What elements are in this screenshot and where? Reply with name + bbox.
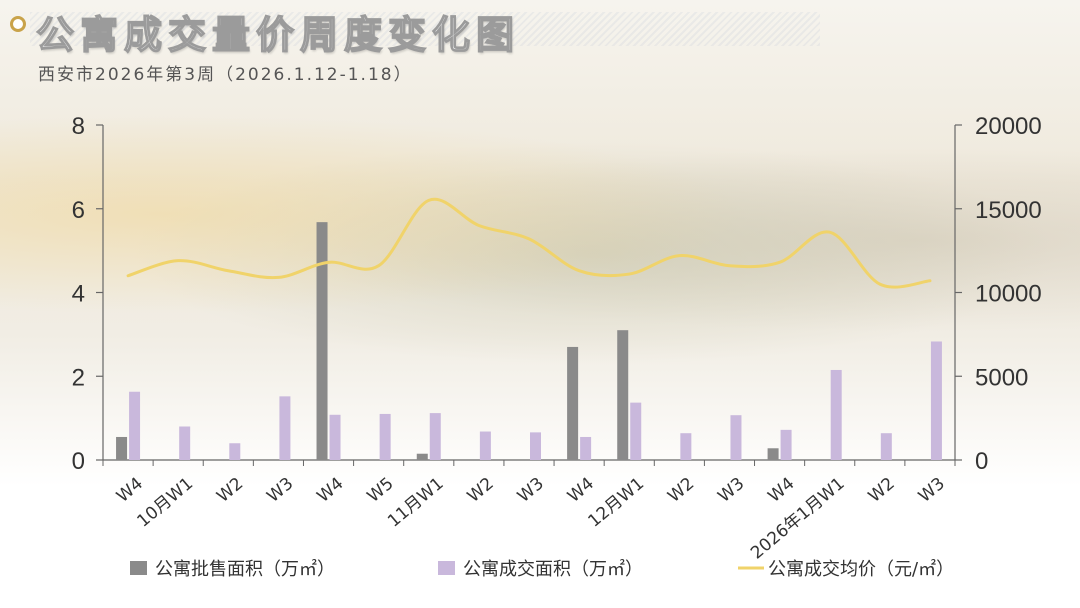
legend-label: 公寓成交均价（元/㎡）: [768, 558, 954, 580]
x-tick-label: W4: [113, 474, 147, 507]
x-tick-label: 10月W1: [133, 474, 197, 532]
deal-area-bar: [930, 341, 942, 460]
x-tick-label: W4: [764, 474, 798, 507]
supply-area-bar: [316, 222, 328, 460]
deal-area-bar: [880, 433, 892, 460]
x-tick-label: W2: [664, 474, 698, 507]
chart-subtitle: 西安市2026年第3周（2026.1.12-1.18）: [38, 65, 413, 85]
left-tick-label: 6: [72, 197, 85, 224]
left-tick-label: 4: [72, 281, 85, 308]
legend-swatch-bar: [438, 561, 455, 575]
right-tick-label: 20000: [975, 113, 1042, 140]
deal-area-bar: [179, 426, 191, 460]
supply-area-bar: [116, 436, 128, 460]
deal-area-bar: [830, 369, 842, 460]
left-tick-label: 0: [72, 448, 85, 475]
legend-label: 公寓批售面积（万㎡）: [155, 558, 335, 580]
left-tick-label: 2: [72, 364, 85, 391]
legend-swatch-bar: [130, 561, 147, 575]
right-tick-label: 5000: [975, 364, 1028, 391]
deal-area-bar: [580, 436, 592, 460]
x-tick-label: W2: [464, 474, 498, 507]
deal-area-bar: [329, 414, 341, 460]
x-tick-label: W3: [714, 474, 748, 507]
x-tick-label: W4: [313, 474, 347, 507]
x-tick-label: 12月W1: [585, 474, 649, 532]
deal-area-bar: [780, 429, 792, 460]
chart-title: 公寓成交量价周度变化图: [35, 12, 521, 58]
x-tick-label: W2: [865, 474, 899, 507]
supply-area-bar: [767, 448, 779, 460]
deal-area-bar: [630, 402, 642, 460]
x-tick-label: W3: [263, 474, 297, 507]
avg-price-line: [126, 197, 932, 289]
x-tick-label: 2026年1月W1: [747, 474, 849, 564]
right-tick-label: 15000: [975, 197, 1042, 224]
deal-area-bar: [379, 413, 391, 460]
left-tick-label: 8: [72, 113, 85, 140]
right-tick-label: 10000: [975, 281, 1042, 308]
x-tick-label: W4: [564, 474, 598, 507]
x-tick-label: W3: [514, 474, 548, 507]
title-bullet-icon: [10, 16, 26, 32]
x-tick-label: 11月W1: [384, 474, 448, 532]
deal-area-bar: [129, 391, 141, 460]
x-tick-label: W3: [915, 474, 949, 507]
deal-area-bar: [730, 415, 742, 460]
supply-area-bar: [567, 346, 579, 460]
supply-area-bar: [416, 453, 428, 460]
deal-area-bar: [229, 443, 241, 460]
right-tick-label: 0: [975, 448, 988, 475]
legend-label: 公寓成交面积（万㎡）: [463, 558, 643, 580]
deal-area-bar: [429, 413, 441, 460]
deal-area-bar: [479, 431, 491, 460]
title-band: [30, 12, 820, 46]
deal-area-bar: [680, 433, 692, 460]
supply-area-bar: [617, 330, 629, 460]
deal-area-bar: [279, 396, 291, 460]
x-tick-label: W5: [364, 474, 398, 507]
deal-area-bar: [530, 432, 541, 460]
x-tick-label: W2: [213, 474, 247, 507]
